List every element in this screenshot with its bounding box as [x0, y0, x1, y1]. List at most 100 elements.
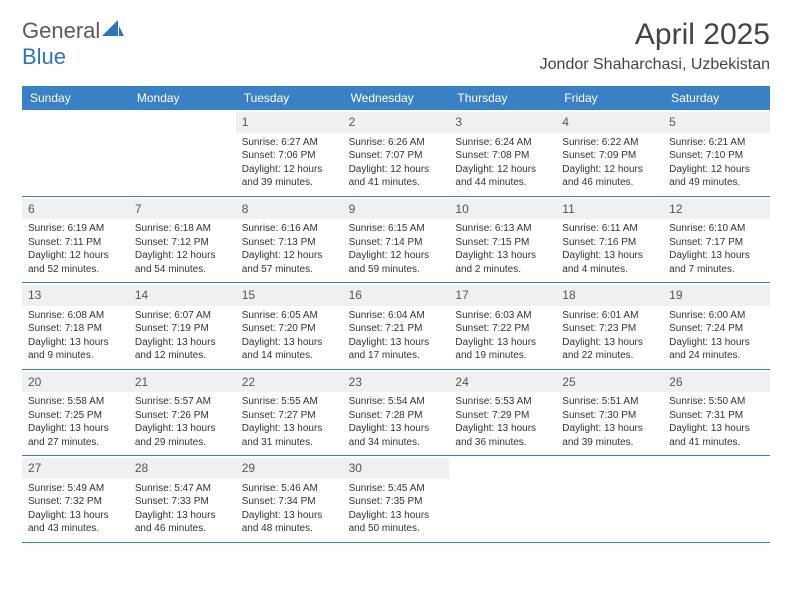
sunrise-text: Sunrise: 5:46 AM [242, 482, 337, 496]
day-number-row: 5 [663, 112, 770, 133]
week-row: 6Sunrise: 6:19 AMSunset: 7:11 PMDaylight… [22, 197, 770, 284]
calendar-cell: 11Sunrise: 6:11 AMSunset: 7:16 PMDayligh… [556, 197, 663, 283]
location: Jondor Shaharchasi, Uzbekistan [540, 56, 770, 74]
day-number: 9 [349, 202, 356, 216]
daylight-text: Daylight: 13 hours [242, 509, 337, 523]
day-number-row: 7 [129, 199, 236, 220]
sunrise-text: Sunrise: 5:58 AM [28, 395, 123, 409]
sunset-text: Sunset: 7:25 PM [28, 409, 123, 423]
day-number: 21 [135, 375, 148, 389]
header: General April 2025 Jondor Shaharchasi, U… [22, 18, 770, 74]
daylight-text: and 12 minutes. [135, 349, 230, 363]
day-number-row: 13 [22, 285, 129, 306]
week-row: 27Sunrise: 5:49 AMSunset: 7:32 PMDayligh… [22, 456, 770, 543]
calendar-cell: 25 Sunrise: 5:51 AMSunset: 7:30 PMDayligh… [556, 370, 663, 456]
sunset-text: Sunset: 7:34 PM [242, 495, 337, 509]
daylight-text: Daylight: 12 hours [562, 163, 657, 177]
daylight-text: Daylight: 13 hours [242, 336, 337, 350]
day-number-row: 22 [236, 372, 343, 393]
day-number-row: 23 [343, 372, 450, 393]
calendar-cell: 18Sunrise: 6:01 AMSunset: 7:23 PMDayligh… [556, 283, 663, 369]
logo-text-general: General [22, 18, 100, 44]
day-number: 2 [349, 115, 356, 129]
calendar: SundayMondayTuesdayWednesdayThursdayFrid… [22, 86, 770, 543]
day-number-row: 24 [449, 372, 556, 393]
daylight-text: and 54 minutes. [135, 263, 230, 277]
week-row: 20Sunrise: 5:58 AMSunset: 7:25 PMDayligh… [22, 370, 770, 457]
calendar-cell: 21Sunrise: 5:57 AMSunset: 7:26 PMDayligh… [129, 370, 236, 456]
calendar-cell: 9Sunrise: 6:15 AMSunset: 7:14 PMDaylight… [343, 197, 450, 283]
sunrise-text: Sunrise: 6:16 AM [242, 222, 337, 236]
daylight-text: Daylight: 12 hours [455, 163, 550, 177]
calendar-cell [663, 456, 770, 542]
daylight-text: and 49 minutes. [669, 176, 764, 190]
calendar-cell [129, 110, 236, 196]
daylight-text: and 41 minutes. [669, 436, 764, 450]
sunrise-text: Sunrise: 5:50 AM [669, 395, 764, 409]
daylight-text: Daylight: 12 hours [28, 249, 123, 263]
calendar-cell [556, 456, 663, 542]
day-number: 3 [455, 115, 462, 129]
daylight-text: and 19 minutes. [455, 349, 550, 363]
daylight-text: Daylight: 13 hours [135, 336, 230, 350]
day-number: 7 [135, 202, 142, 216]
sunrise-text: Sunrise: 5:53 AM [455, 395, 550, 409]
sunrise-text: Sunrise: 5:51 AM [562, 395, 657, 409]
day-number: 12 [669, 202, 682, 216]
sunrise-text: Sunrise: 6:13 AM [455, 222, 550, 236]
sunrise-text: Sunrise: 6:15 AM [349, 222, 444, 236]
calendar-cell: 17Sunrise: 6:03 AMSunset: 7:22 PMDayligh… [449, 283, 556, 369]
sunrise-text: Sunrise: 6:21 AM [669, 136, 764, 150]
sunset-text: Sunset: 7:11 PM [28, 236, 123, 250]
logo-text-blue: Blue [22, 44, 66, 70]
sunrise-text: Sunrise: 5:57 AM [135, 395, 230, 409]
calendar-cell: 13Sunrise: 6:08 AMSunset: 7:18 PMDayligh… [22, 283, 129, 369]
calendar-cell: 23Sunrise: 5:54 AMSunset: 7:28 PMDayligh… [343, 370, 450, 456]
day-number-row: 4 [556, 112, 663, 133]
sunset-text: Sunset: 7:08 PM [455, 149, 550, 163]
sunrise-text: Sunrise: 6:18 AM [135, 222, 230, 236]
day-number-row: 2 [343, 112, 450, 133]
day-number-row: 12 [663, 199, 770, 220]
daylight-text: and 4 minutes. [562, 263, 657, 277]
daylight-text: Daylight: 13 hours [562, 422, 657, 436]
day-header-cell: Monday [129, 86, 236, 110]
day-number: 25 [562, 375, 575, 389]
sunrise-text: Sunrise: 6:22 AM [562, 136, 657, 150]
day-number: 30 [349, 461, 362, 475]
day-header-row: SundayMondayTuesdayWednesdayThursdayFrid… [22, 86, 770, 110]
daylight-text: and 29 minutes. [135, 436, 230, 450]
calendar-cell: 20 Sunrise: 5:58 AMSunset: 7:25 PMDayligh… [22, 370, 129, 456]
sunset-text: Sunset: 7:12 PM [135, 236, 230, 250]
day-number-row: 28 [129, 458, 236, 479]
calendar-cell: 5Sunrise: 6:21 AMSunset: 7:10 PMDaylight… [663, 110, 770, 196]
day-number: 13 [28, 288, 41, 302]
week-row: 1Sunrise: 6:27 AMSunset: 7:06 PMDaylight… [22, 110, 770, 197]
sunset-text: Sunset: 7:30 PM [562, 409, 657, 423]
daylight-text: Daylight: 13 hours [455, 422, 550, 436]
daylight-text: and 27 minutes. [28, 436, 123, 450]
calendar-cell: 16Sunrise: 6:04 AMSunset: 7:21 PMDayligh… [343, 283, 450, 369]
sunrise-text: Sunrise: 6:07 AM [135, 309, 230, 323]
day-number: 19 [669, 288, 682, 302]
calendar-cell [449, 456, 556, 542]
day-number: 6 [28, 202, 35, 216]
day-number: 18 [562, 288, 575, 302]
sunset-text: Sunset: 7:16 PM [562, 236, 657, 250]
sunset-text: Sunset: 7:22 PM [455, 322, 550, 336]
calendar-cell: 30Sunrise: 5:45 AMSunset: 7:35 PMDayligh… [343, 456, 450, 542]
daylight-text: and 46 minutes. [135, 522, 230, 536]
day-number: 20 [28, 375, 41, 389]
sunrise-text: Sunrise: 6:01 AM [562, 309, 657, 323]
day-number-row: 20 [22, 372, 129, 393]
day-header-cell: Sunday [22, 86, 129, 110]
calendar-cell: 24Sunrise: 5:53 AMSunset: 7:29 PMDayligh… [449, 370, 556, 456]
sunrise-text: Sunrise: 5:47 AM [135, 482, 230, 496]
daylight-text: Daylight: 13 hours [349, 336, 444, 350]
daylight-text: Daylight: 13 hours [455, 249, 550, 263]
daylight-text: Daylight: 13 hours [28, 422, 123, 436]
day-number: 26 [669, 375, 682, 389]
day-number-row: 30 [343, 458, 450, 479]
daylight-text: and 22 minutes. [562, 349, 657, 363]
calendar-cell [22, 110, 129, 196]
